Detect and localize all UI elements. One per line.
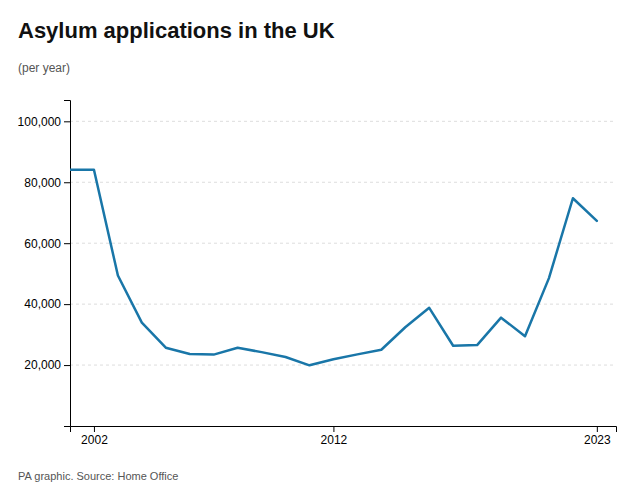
x-tick-mark [333,426,334,432]
y-tick: 60,000 [24,237,70,251]
y-label: (per year) [18,61,70,75]
y-tick: 100,000 [18,115,70,129]
chart: Asylum applications in the UK (per year) P… [0,0,640,490]
y-axis-line [64,101,71,427]
marks [70,170,597,366]
x-tick: 2012 [321,426,348,447]
y-tick-label: 80,000 [24,176,61,190]
line [70,170,597,366]
y-tick: 40,000 [24,297,70,311]
plot: 2002 2012 2023 20,000 40,000 60,000 80,000 100,… [18,101,617,447]
x-tick-mark [94,426,95,432]
y-tick-mark [64,304,70,305]
grid-line [70,304,616,305]
source: PA graphic. Source: Home Office [18,470,178,482]
x-tick: 2023 [584,426,611,447]
x-tick: 2002 [81,426,108,447]
y-tick-label: 60,000 [24,237,61,251]
x-tick-label: 2002 [81,433,108,447]
y-tick: 20,000 [24,358,70,372]
y-tick: 80,000 [24,176,70,190]
grid-line [70,121,616,122]
x-tick-label: 2023 [584,433,611,447]
y-tick-mark [64,243,70,244]
x-tick-mark [597,426,598,432]
x-axis: 2002 2012 2023 [71,426,617,447]
y-tick-mark [64,365,70,366]
grid-line [70,243,616,244]
y-tick-mark [64,182,70,183]
y-tick-label: 100,000 [18,115,62,129]
title: Asylum applications in the UK [18,18,335,43]
x-axis-line [71,427,617,433]
grid [70,121,616,365]
y-tick-mark [64,121,70,122]
grid-line [70,365,616,366]
y-tick-label: 20,000 [24,358,61,372]
x-tick-label: 2012 [321,433,348,447]
grid-line [70,182,616,183]
y-axis: 20,000 40,000 60,000 80,000 100,000 [18,101,71,427]
y-tick-label: 40,000 [24,297,61,311]
